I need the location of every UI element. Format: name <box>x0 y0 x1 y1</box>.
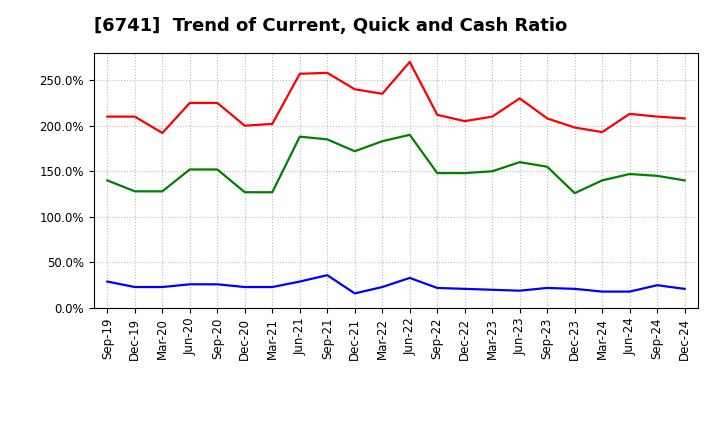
Line: Cash Ratio: Cash Ratio <box>107 275 685 293</box>
Current Ratio <box>103 114 112 119</box>
Current Ratio <box>516 96 524 101</box>
Cash Ratio <box>488 287 497 293</box>
Current Ratio <box>158 130 166 136</box>
Current Ratio <box>240 123 249 128</box>
Cash Ratio <box>378 284 387 290</box>
Line: Current Ratio: Current Ratio <box>107 62 685 133</box>
Current Ratio <box>570 125 579 130</box>
Quick Ratio <box>323 137 332 142</box>
Cash Ratio <box>626 289 634 294</box>
Cash Ratio <box>130 284 139 290</box>
Quick Ratio <box>240 190 249 195</box>
Quick Ratio <box>351 149 359 154</box>
Current Ratio <box>433 112 441 117</box>
Cash Ratio <box>570 286 579 291</box>
Cash Ratio <box>351 291 359 296</box>
Cash Ratio <box>213 282 222 287</box>
Current Ratio <box>460 118 469 124</box>
Quick Ratio <box>680 178 689 183</box>
Current Ratio <box>268 121 276 127</box>
Quick Ratio <box>516 160 524 165</box>
Current Ratio <box>295 71 304 77</box>
Current Ratio <box>323 70 332 76</box>
Cash Ratio <box>516 288 524 293</box>
Quick Ratio <box>186 167 194 172</box>
Current Ratio <box>626 111 634 117</box>
Quick Ratio <box>460 170 469 176</box>
Quick Ratio <box>378 139 387 144</box>
Quick Ratio <box>488 169 497 174</box>
Cash Ratio <box>240 284 249 290</box>
Current Ratio <box>488 114 497 119</box>
Quick Ratio <box>653 173 662 179</box>
Quick Ratio <box>405 132 414 137</box>
Current Ratio <box>598 129 606 135</box>
Cash Ratio <box>433 285 441 290</box>
Current Ratio <box>378 91 387 96</box>
Cash Ratio <box>653 282 662 288</box>
Cash Ratio <box>680 286 689 291</box>
Current Ratio <box>213 100 222 106</box>
Quick Ratio <box>570 191 579 196</box>
Cash Ratio <box>543 285 552 290</box>
Cash Ratio <box>598 289 606 294</box>
Current Ratio <box>653 114 662 119</box>
Cash Ratio <box>460 286 469 291</box>
Text: [6741]  Trend of Current, Quick and Cash Ratio: [6741] Trend of Current, Quick and Cash … <box>94 17 567 35</box>
Quick Ratio <box>543 164 552 169</box>
Cash Ratio <box>268 284 276 290</box>
Quick Ratio <box>598 178 606 183</box>
Cash Ratio <box>158 284 166 290</box>
Cash Ratio <box>103 279 112 284</box>
Line: Quick Ratio: Quick Ratio <box>107 135 685 193</box>
Cash Ratio <box>323 272 332 278</box>
Current Ratio <box>680 116 689 121</box>
Current Ratio <box>405 59 414 65</box>
Cash Ratio <box>186 282 194 287</box>
Cash Ratio <box>295 279 304 284</box>
Current Ratio <box>543 116 552 121</box>
Quick Ratio <box>295 134 304 139</box>
Quick Ratio <box>268 190 276 195</box>
Quick Ratio <box>433 170 441 176</box>
Quick Ratio <box>158 189 166 194</box>
Quick Ratio <box>626 171 634 176</box>
Current Ratio <box>186 100 194 106</box>
Quick Ratio <box>103 178 112 183</box>
Current Ratio <box>351 87 359 92</box>
Current Ratio <box>130 114 139 119</box>
Cash Ratio <box>405 275 414 281</box>
Quick Ratio <box>130 189 139 194</box>
Quick Ratio <box>213 167 222 172</box>
